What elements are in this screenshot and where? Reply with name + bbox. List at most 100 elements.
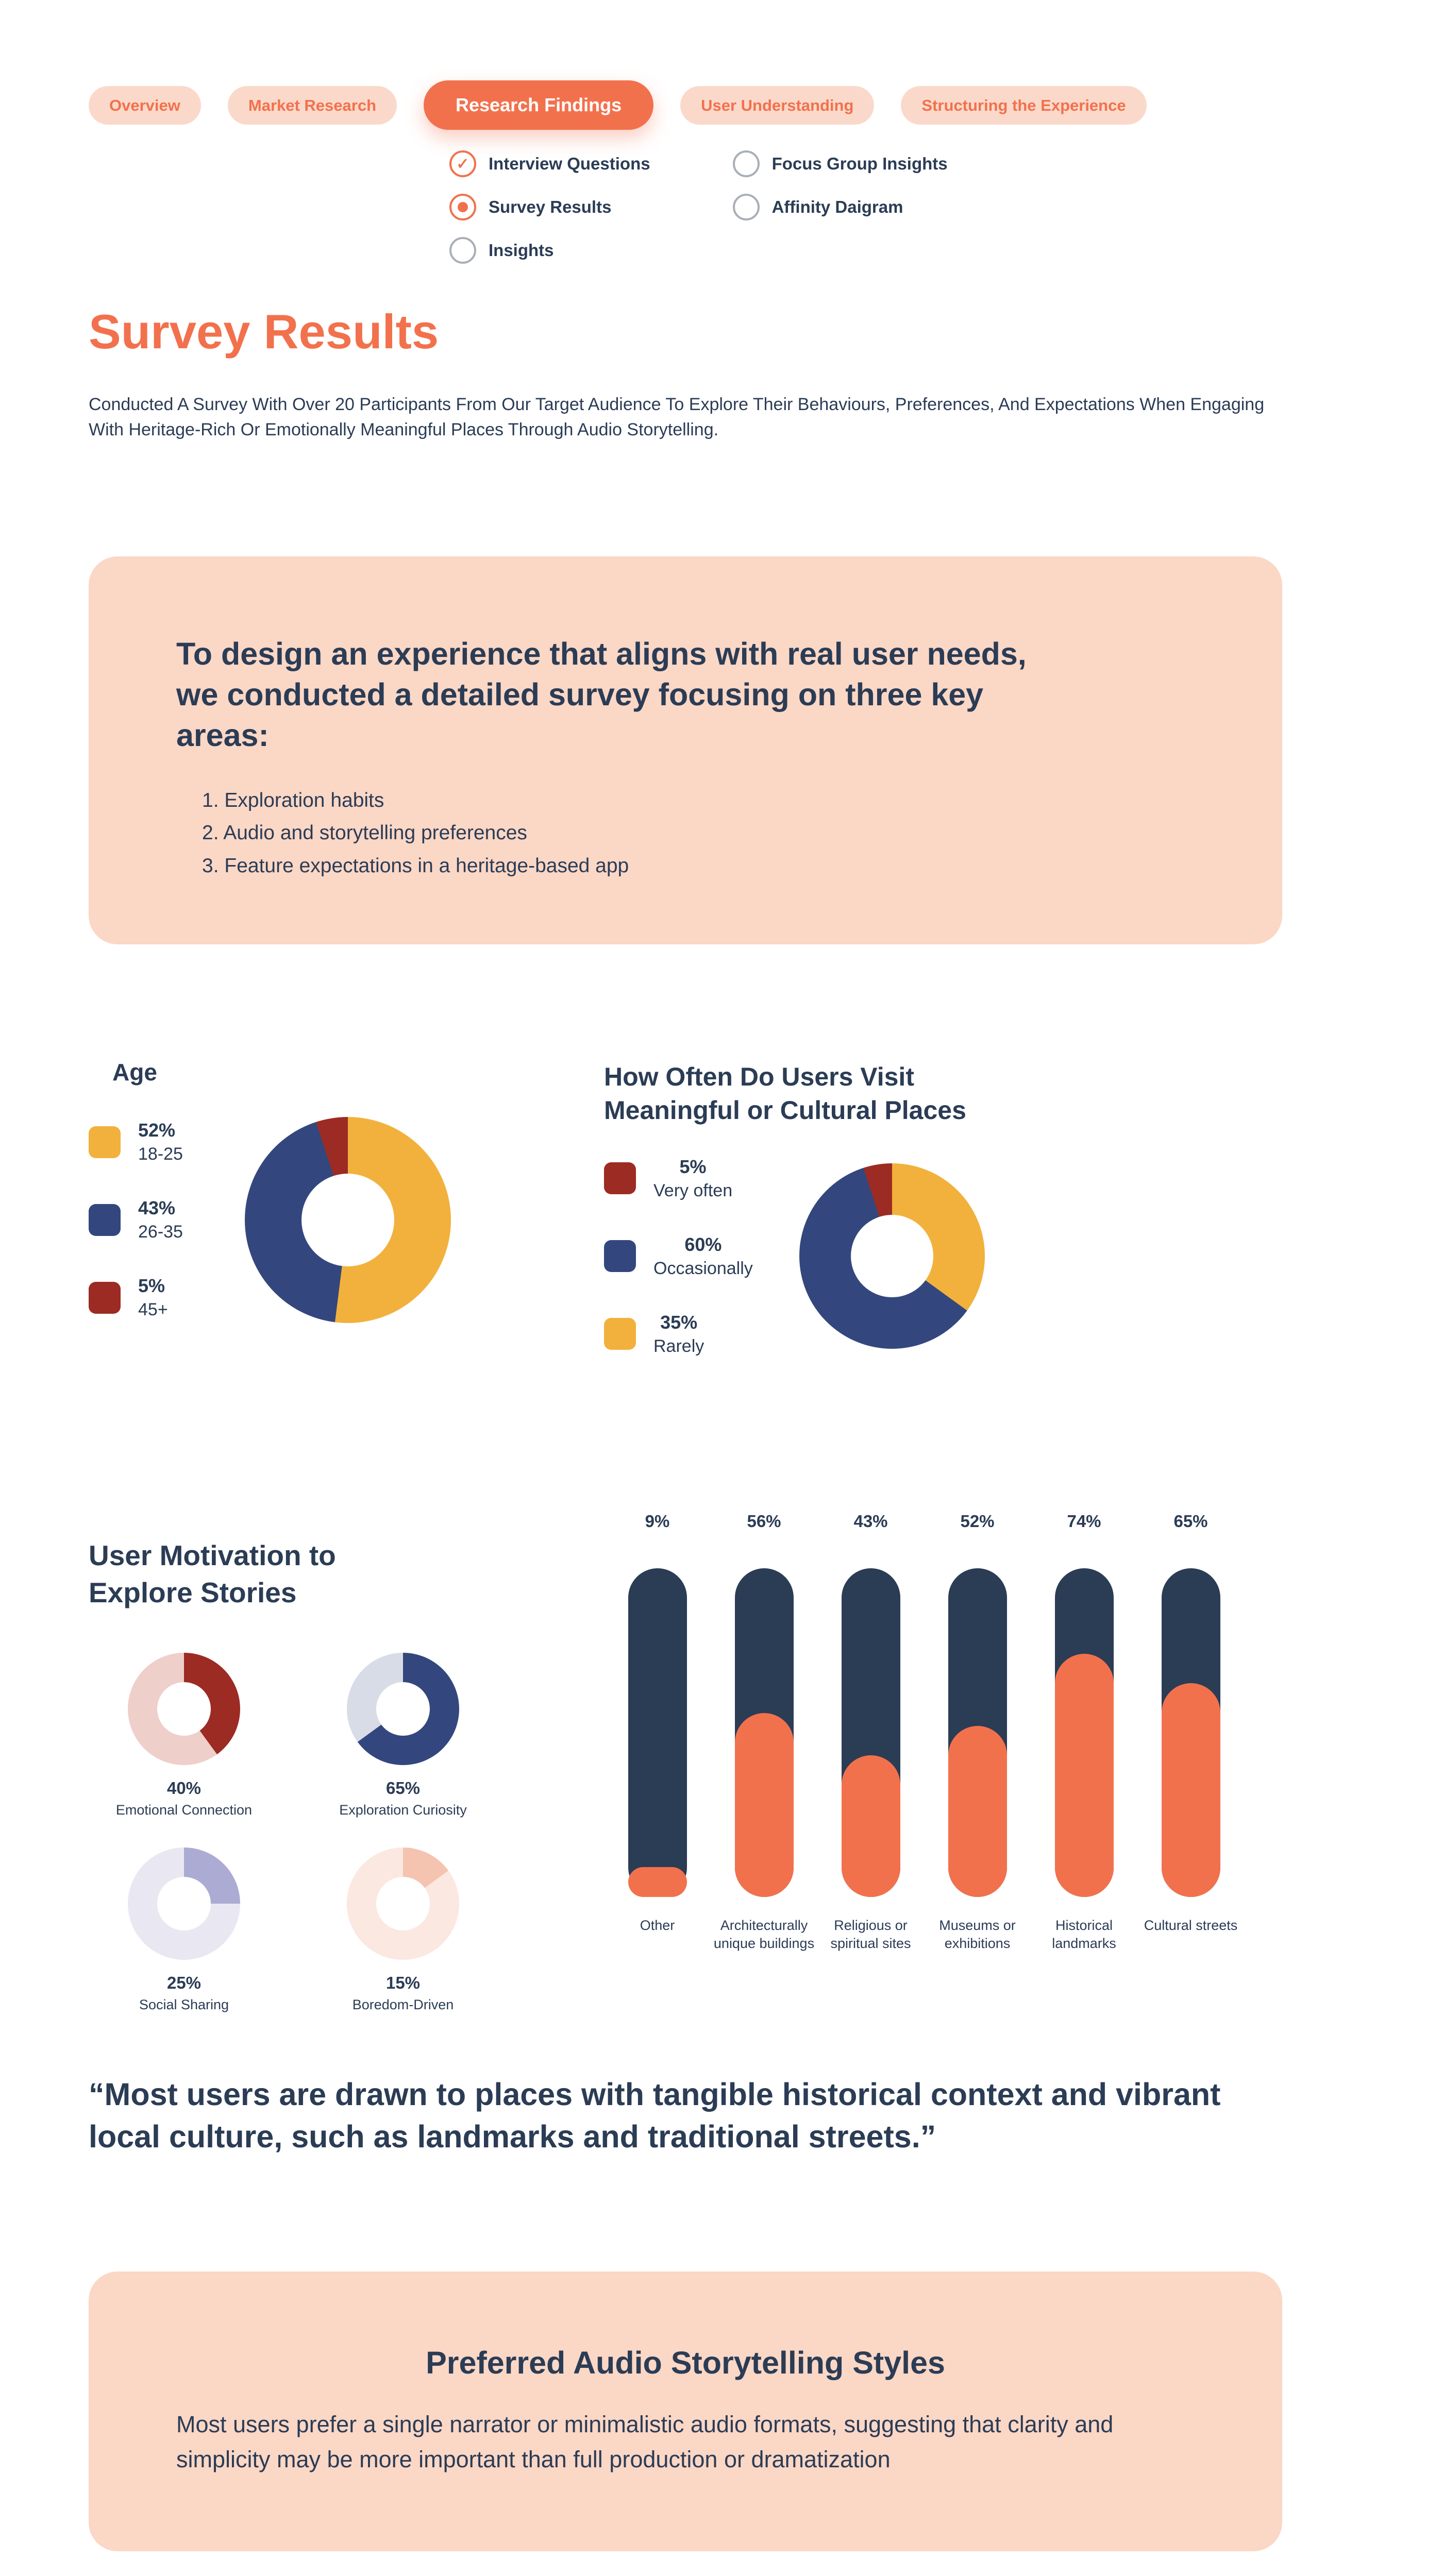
place-types-section: 9% Other 56% Architecturally unique buildin…	[604, 1509, 1282, 2014]
visits-section: How Often Do Users Visit Meaningful or C…	[604, 1035, 1282, 1357]
bar-track	[1054, 1568, 1114, 1897]
nav-pill-research-findings[interactable]: Research Findings	[424, 80, 654, 130]
demographics-row: Age 52% 18-25 43% 26-35 5% 45+ How Often Do U…	[89, 1035, 1282, 1357]
audio-styles-heading: Preferred Audio Storytelling Styles	[426, 2345, 945, 2381]
bar-category: Cultural streets	[1144, 1917, 1238, 1933]
nav-pill-structuring-the-experience[interactable]: Structuring the Experience	[901, 86, 1147, 125]
legend-item-rarely: 35% Rarely	[604, 1312, 753, 1357]
page-subtitle: Conducted A Survey With Over 20 Particip…	[89, 394, 1265, 440]
nav-pill-user-understanding[interactable]: User Understanding	[680, 86, 875, 125]
legend-value: 60%	[684, 1233, 722, 1255]
bar-fill	[628, 1867, 687, 1897]
nav-checklist: ✓ Interview Questions Survey Results Insigh…	[449, 150, 1282, 264]
place-types-bar-chart: 9% Other 56% Architecturally unique buildin…	[604, 1512, 1282, 1953]
bar-category: Museums or exhibitions	[939, 1917, 1016, 1951]
legend-label: 26-35	[138, 1222, 183, 1242]
legend-swatch	[89, 1281, 121, 1314]
bar-category: Historical landmarks	[1052, 1917, 1116, 1951]
legend-item-18-25: 52% 18-25	[89, 1120, 183, 1164]
bar-column-architecturally-unique-buildings: 56% Architecturally unique buildings	[711, 1512, 817, 1953]
bar-value: 43%	[853, 1511, 888, 1531]
bar-value: 9%	[645, 1511, 670, 1531]
bar-column-museums-or-exhibitions: 52% Museums or exhibitions	[924, 1512, 1031, 1953]
radio-icon	[732, 194, 760, 221]
bar-column-historical-landmarks: 74% Historical landmarks	[1031, 1512, 1137, 1953]
quote-text: “Most users are drawn to places with tan…	[89, 2077, 1221, 2155]
motivation-donuts: 40% Emotional Connection 65% Exploration Cu…	[89, 1652, 604, 2014]
legend-label: Occasionally	[653, 1258, 753, 1278]
donut-cell-social-sharing: 25% Social Sharing	[89, 1848, 279, 2014]
legend-swatch	[604, 1162, 636, 1195]
checklist-item-insights[interactable]: Insights	[449, 237, 650, 264]
bar-track	[628, 1568, 687, 1897]
donut-cell-emotional-connection: 40% Emotional Connection	[89, 1652, 279, 1819]
bar-track	[1161, 1568, 1220, 1897]
checklist-col1: ✓ Interview Questions Survey Results Insigh…	[449, 150, 650, 264]
nav-pill-overview[interactable]: Overview	[89, 86, 201, 125]
legend-item-26-35: 43% 26-35	[89, 1197, 183, 1242]
intro-box: To design an experience that aligns with…	[89, 556, 1282, 944]
bar-fill	[841, 1755, 900, 1897]
legend-swatch	[89, 1126, 121, 1158]
legend-text: 5% Very often	[653, 1156, 732, 1201]
motivation-title: User Motivation to Explore Stories	[89, 1539, 336, 1609]
bar-value: 65%	[1173, 1511, 1208, 1531]
donut-label: Boredom-Driven	[352, 1997, 454, 2013]
checklist-item-affinity-daigram[interactable]: Affinity Daigram	[732, 194, 948, 221]
age-donut-chart	[244, 1116, 451, 1323]
bar-value: 56%	[747, 1511, 781, 1531]
checklist-label: Survey Results	[489, 197, 612, 216]
legend-text: 60% Occasionally	[653, 1234, 753, 1279]
age-section: Age 52% 18-25 43% 26-35 5% 45+	[89, 1035, 604, 1357]
bar-fill	[948, 1726, 1007, 1897]
donut-label: Emotional Connection	[115, 1802, 253, 1818]
bar-value: 52%	[960, 1511, 995, 1531]
audio-styles-box: Preferred Audio Storytelling Styles Most…	[89, 2271, 1282, 2552]
audio-styles-body: Most users prefer a single narrator or m…	[176, 2411, 1114, 2472]
legend-text: 5% 45+	[138, 1275, 168, 1320]
legend-label: 18-25	[138, 1144, 183, 1164]
age-legend: 52% 18-25 43% 26-35 5% 45+	[89, 1120, 183, 1320]
bar-fill	[1161, 1683, 1220, 1897]
checklist-item-survey-results[interactable]: Survey Results	[449, 194, 650, 221]
nav-pill-market-research[interactable]: Market Research	[227, 86, 397, 125]
legend-value: 43%	[138, 1197, 176, 1219]
bar-fill	[734, 1713, 794, 1897]
donut-label: Social Sharing	[139, 1997, 229, 2013]
visits-legend: 5% Very often 60% Occasionally 35% Rarely	[604, 1156, 753, 1357]
bar-track	[948, 1568, 1007, 1897]
bar-category: Other	[640, 1917, 675, 1933]
page-title: Survey Results	[89, 304, 439, 359]
bar-track	[734, 1568, 794, 1897]
donut-value: 65%	[385, 1778, 421, 1798]
donut-cell-boredom-driven: 15% Boredom-Driven	[308, 1848, 498, 2014]
donut-chart-exploration-curiosity	[347, 1652, 459, 1765]
donut-value: 40%	[166, 1778, 202, 1798]
top-nav: Overview Market Research Research Findings…	[89, 0, 1282, 130]
legend-swatch	[604, 1318, 636, 1350]
bar-column-cultural-streets: 65% Cultural streets	[1137, 1512, 1244, 1953]
checklist-label: Affinity Daigram	[771, 197, 903, 216]
checklist-item-interview-questions[interactable]: ✓ Interview Questions	[449, 150, 650, 177]
legend-swatch	[604, 1240, 636, 1273]
age-title: Age	[112, 1058, 157, 1086]
radio-icon	[732, 150, 760, 177]
bar-track	[841, 1568, 900, 1897]
legend-text: 35% Rarely	[653, 1312, 704, 1357]
checklist-item-focus-group-insights[interactable]: Focus Group Insights	[732, 150, 948, 177]
legend-swatch	[89, 1204, 121, 1236]
bar-category: Architecturally unique buildings	[713, 1917, 815, 1951]
donut-label: Exploration Curiosity	[339, 1802, 467, 1818]
legend-value: 52%	[138, 1120, 176, 1141]
checklist-label: Interview Questions	[489, 154, 650, 173]
legend-text: 43% 26-35	[138, 1197, 183, 1242]
legend-value: 5%	[138, 1275, 165, 1297]
checklist-col2: Focus Group Insights Affinity Daigram	[732, 150, 948, 264]
checklist-label: Focus Group Insights	[771, 154, 948, 173]
intro-list: Exploration habits Audio and storytelling…	[176, 784, 1195, 882]
motivation-row: User Motivation to Explore Stories 40% Em…	[89, 1509, 1282, 2014]
checklist-label: Insights	[489, 241, 554, 260]
intro-list-item: Exploration habits	[224, 789, 384, 812]
legend-label: Very often	[653, 1180, 733, 1200]
